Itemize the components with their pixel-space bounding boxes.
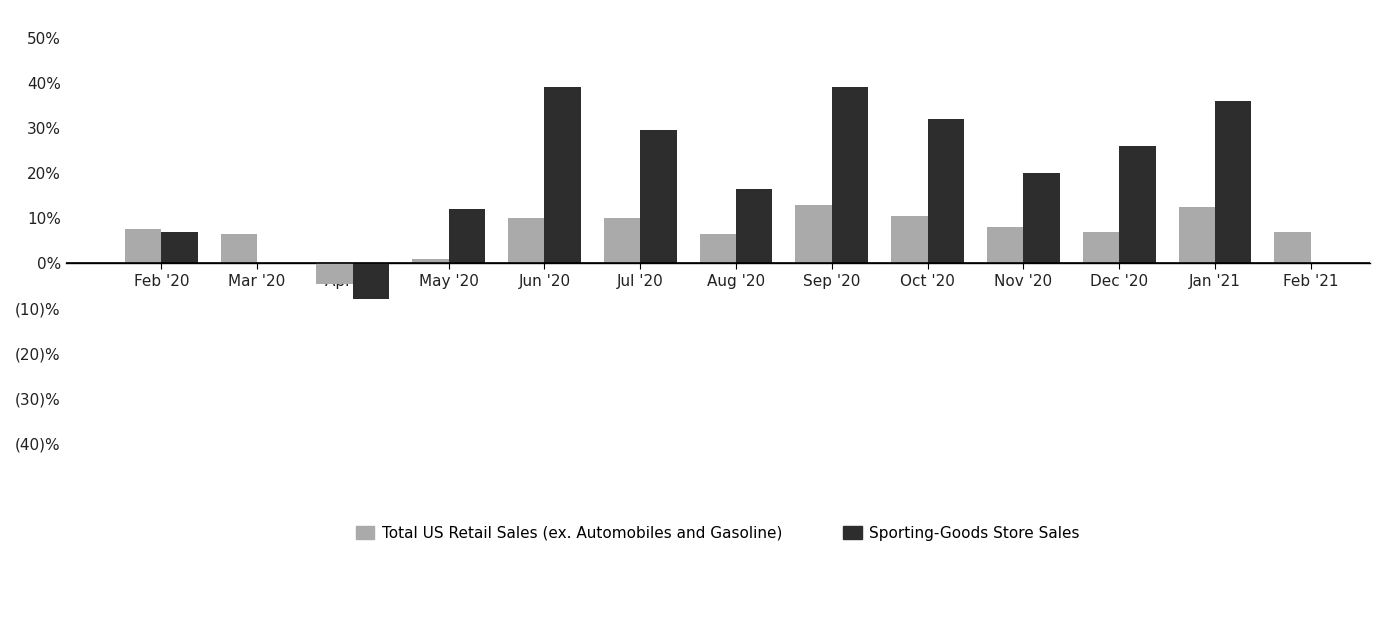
- Bar: [604, 218, 640, 263]
- Bar: [735, 189, 773, 263]
- Bar: [1215, 101, 1251, 263]
- Bar: [1119, 146, 1155, 263]
- Bar: [449, 209, 485, 263]
- Bar: [891, 216, 928, 263]
- Bar: [353, 263, 389, 300]
- Bar: [640, 130, 677, 263]
- Bar: [1083, 232, 1119, 263]
- Bar: [413, 259, 449, 263]
- Bar: [1179, 207, 1215, 263]
- Bar: [1274, 232, 1310, 263]
- Bar: [795, 204, 832, 263]
- Legend: Total US Retail Sales (ex. Automobiles and Gasoline), Sporting-Goods Store Sales: Total US Retail Sales (ex. Automobiles a…: [350, 520, 1086, 547]
- Bar: [988, 227, 1024, 263]
- Bar: [508, 218, 544, 263]
- Bar: [125, 230, 161, 263]
- Bar: [161, 232, 198, 263]
- Bar: [832, 87, 868, 263]
- Bar: [544, 87, 580, 263]
- Bar: [316, 263, 353, 284]
- Bar: [220, 234, 258, 263]
- Bar: [699, 234, 735, 263]
- Bar: [928, 119, 964, 263]
- Bar: [1024, 173, 1060, 263]
